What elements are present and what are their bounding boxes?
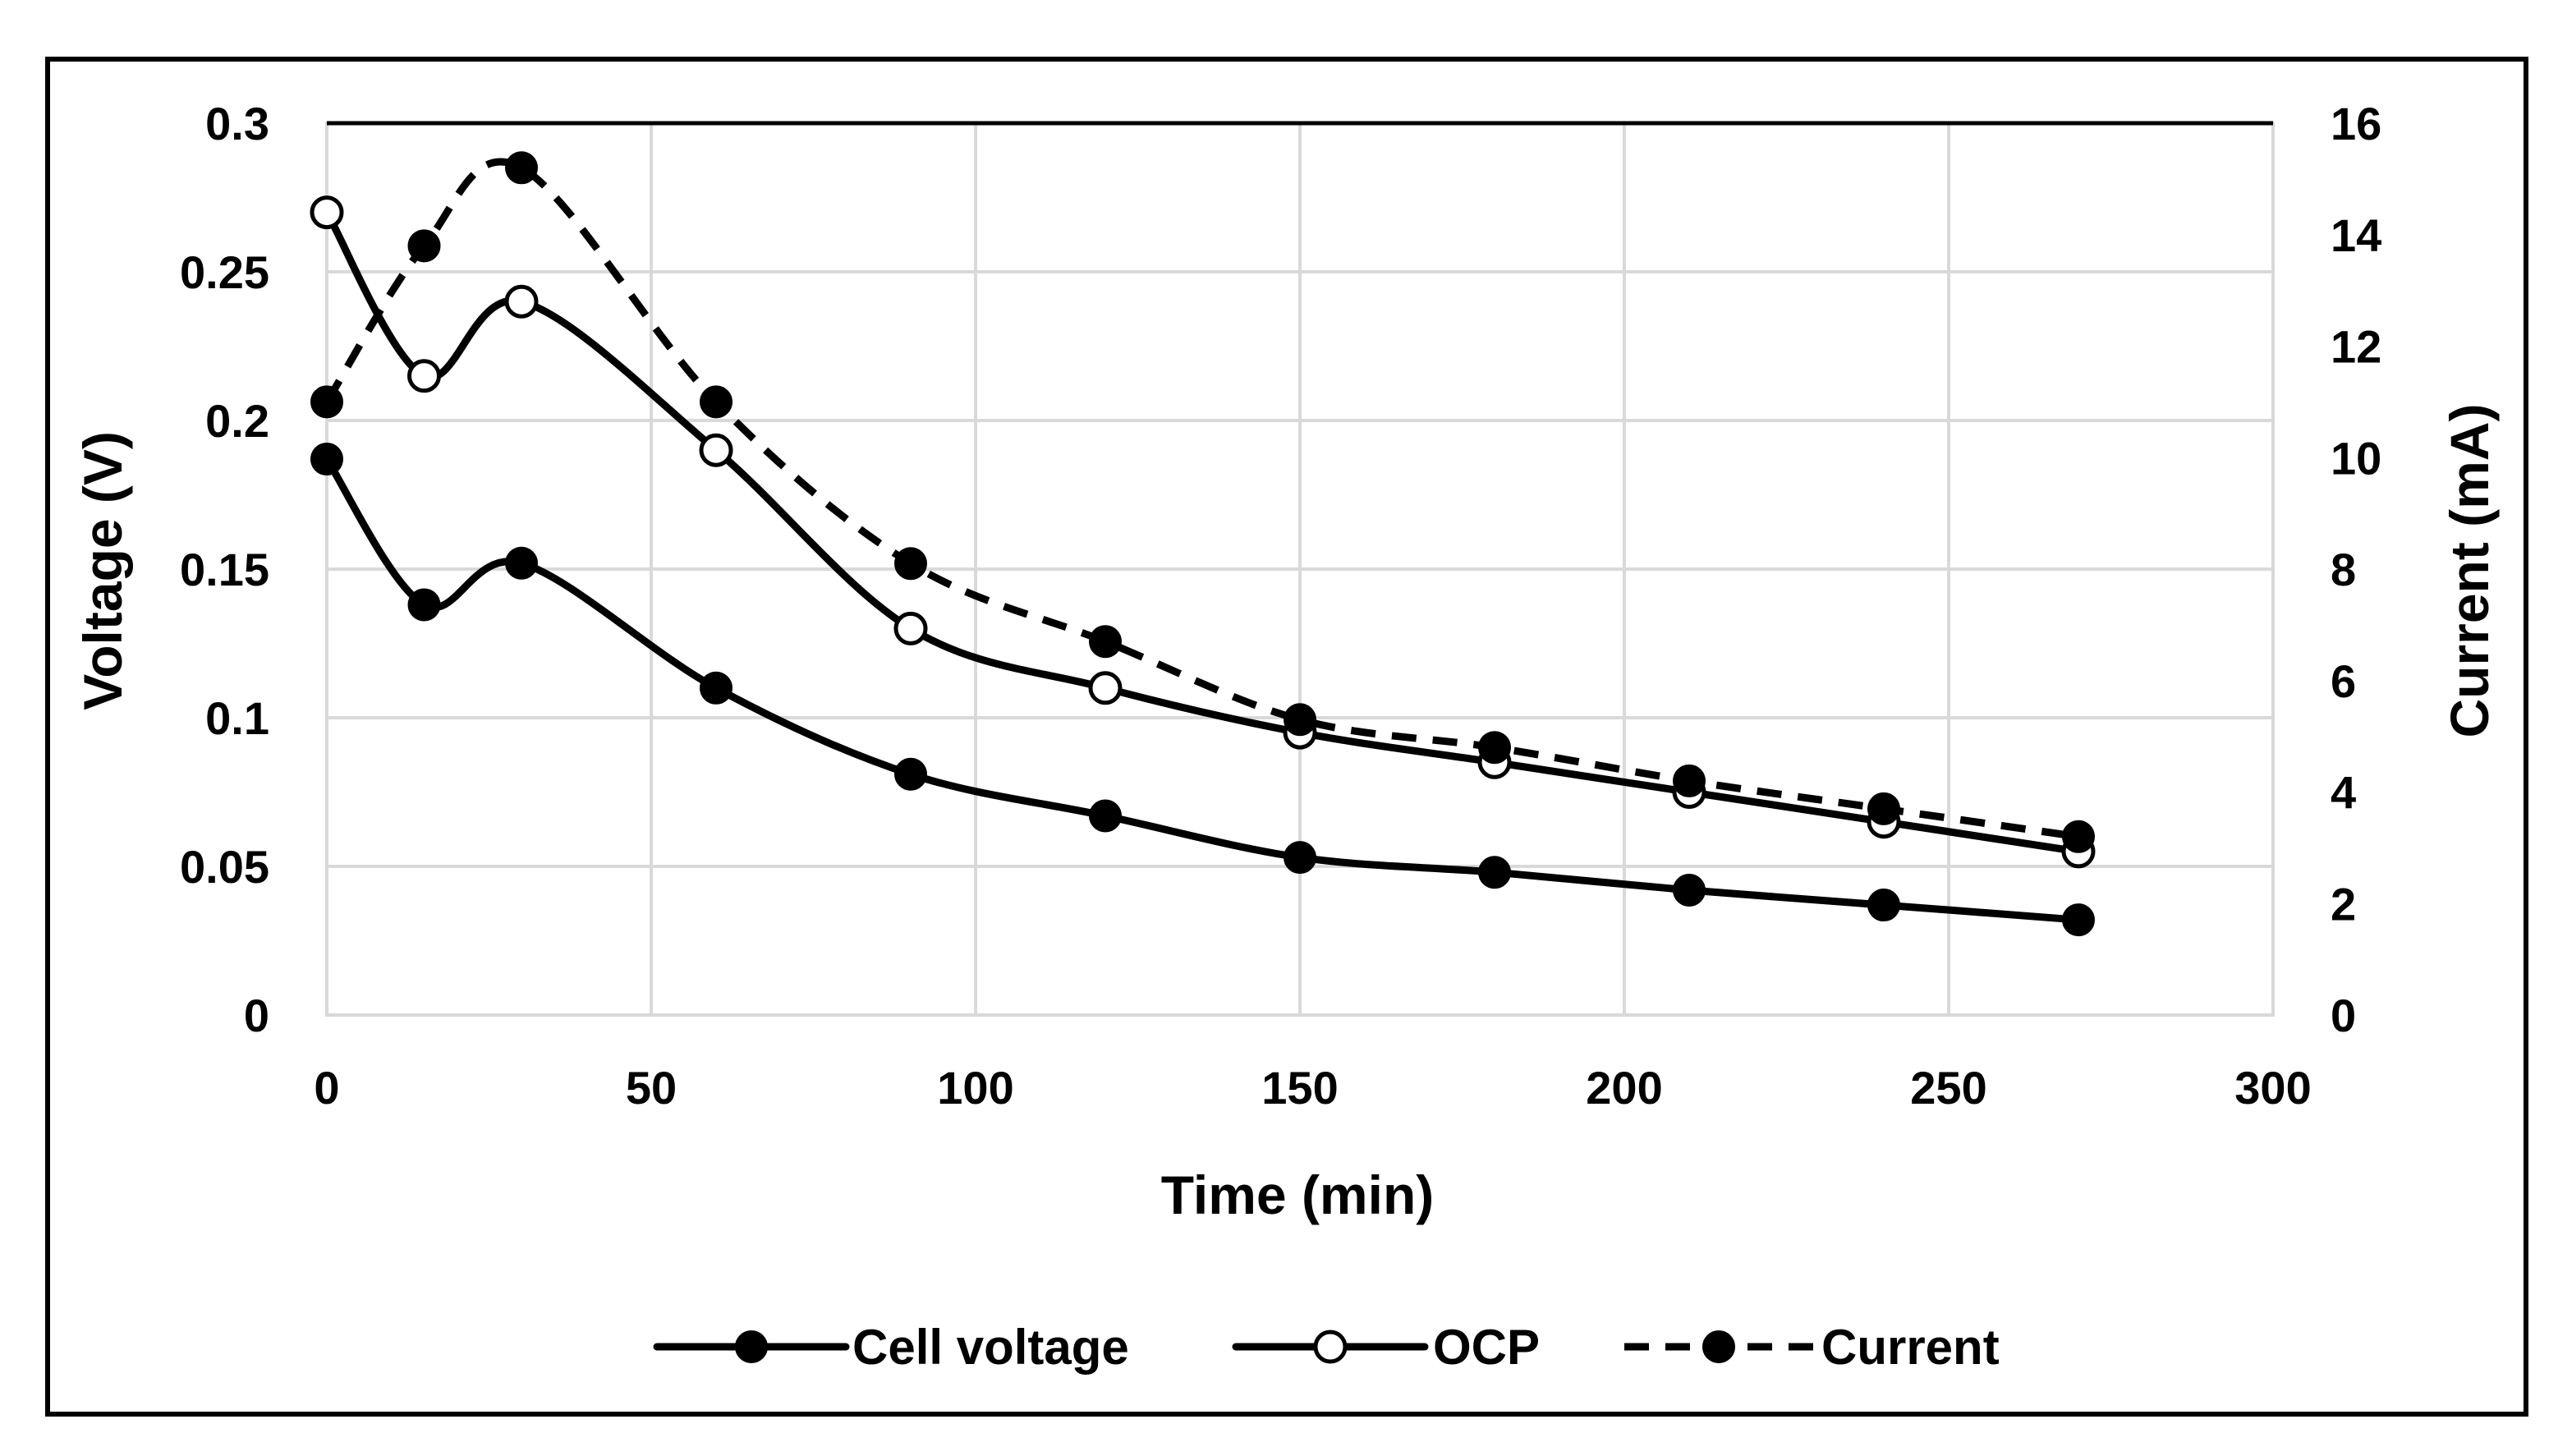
chart-frame bbox=[45, 57, 2528, 1417]
data-point-ocp bbox=[407, 359, 441, 393]
legend-item-cell-voltage: Cell voltage bbox=[653, 1320, 1129, 1375]
legend-item-ocp: OCP bbox=[1232, 1320, 1540, 1375]
series-line-current bbox=[324, 158, 2079, 841]
data-point-cell-voltage bbox=[1867, 889, 1900, 922]
y2-axis-title: Current (mA) bbox=[2439, 404, 2500, 738]
y-tick-label: 0.25 bbox=[180, 246, 269, 298]
x-tick-label: 250 bbox=[1910, 1062, 1986, 1114]
axes: 0 50 100 150 200 250 30000.050.10.150.20.250.3… bbox=[180, 98, 2381, 1114]
data-point-current bbox=[407, 229, 441, 263]
data-point-current bbox=[1867, 792, 1900, 825]
data-point-cell-voltage bbox=[1089, 799, 1122, 833]
data-point-current bbox=[1089, 625, 1122, 659]
y-tick-label: 0.3 bbox=[205, 98, 269, 149]
y2-tick-label: 12 bbox=[2331, 321, 2381, 373]
data-point-cell-voltage bbox=[1478, 856, 1511, 889]
data-point-ocp bbox=[893, 611, 928, 645]
data-point-cell-voltage bbox=[1284, 841, 1316, 875]
data-point-current bbox=[700, 385, 732, 419]
y2-tick-label: 4 bbox=[2331, 767, 2356, 819]
x-tick-label: 300 bbox=[2234, 1062, 2311, 1114]
data-point-current bbox=[894, 547, 927, 581]
y2-tick-label: 16 bbox=[2331, 98, 2381, 149]
y2-tick-label: 8 bbox=[2331, 544, 2356, 595]
y2-tick-label: 0 bbox=[2331, 990, 2356, 1041]
y-tick-label: 0 bbox=[244, 990, 269, 1041]
legend: Cell voltage OCP Current bbox=[653, 1320, 2000, 1375]
legend-label: Current bbox=[1821, 1320, 2000, 1375]
data-point-cell-voltage bbox=[1673, 873, 1706, 907]
x-tick-label: 0 bbox=[314, 1062, 339, 1114]
x-tick-label: 50 bbox=[626, 1062, 677, 1114]
series-line-cell-voltage bbox=[323, 455, 2083, 924]
legend-marker bbox=[1313, 1330, 1348, 1364]
legend-item-current: Current bbox=[1624, 1320, 2000, 1375]
y-tick-label: 0.2 bbox=[205, 395, 269, 447]
data-point-current bbox=[310, 385, 343, 419]
x-axis-title: Time (min) bbox=[1161, 1164, 1434, 1225]
y2-tick-label: 14 bbox=[2331, 209, 2381, 261]
y-axis-title: Voltage (V) bbox=[72, 431, 133, 710]
data-point-current bbox=[505, 151, 538, 185]
x-tick-label: 200 bbox=[1586, 1062, 1662, 1114]
y-tick-label: 0.1 bbox=[205, 692, 269, 744]
y-tick-label: 0.15 bbox=[180, 544, 269, 595]
x-tick-label: 100 bbox=[937, 1062, 1013, 1114]
legend-label: OCP bbox=[1433, 1320, 1540, 1375]
data-point-current bbox=[2062, 820, 2095, 853]
y-tick-label: 0.05 bbox=[180, 841, 269, 893]
data-point-cell-voltage bbox=[894, 757, 927, 791]
markers-layer bbox=[310, 151, 2096, 937]
data-point-cell-voltage bbox=[310, 443, 343, 476]
data-point-cell-voltage bbox=[407, 588, 441, 622]
legend-marker bbox=[735, 1330, 768, 1363]
y2-tick-label: 2 bbox=[2331, 878, 2356, 930]
data-point-current bbox=[1478, 731, 1511, 765]
legend-marker bbox=[1702, 1330, 1735, 1363]
data-point-ocp bbox=[504, 284, 539, 319]
data-point-ocp bbox=[1088, 671, 1123, 705]
legend-label: Cell voltage bbox=[852, 1320, 1129, 1375]
data-point-cell-voltage bbox=[505, 546, 538, 580]
data-point-cell-voltage bbox=[2062, 903, 2095, 937]
x-tick-label: 150 bbox=[1261, 1062, 1338, 1114]
data-point-cell-voltage bbox=[700, 671, 732, 705]
y2-tick-label: 6 bbox=[2331, 655, 2356, 707]
series-line-ocp bbox=[323, 209, 2083, 856]
series-layer bbox=[323, 158, 2083, 924]
data-point-current bbox=[1673, 764, 1706, 797]
y2-tick-label: 10 bbox=[2331, 432, 2381, 484]
data-point-ocp bbox=[699, 433, 733, 467]
data-point-ocp bbox=[310, 195, 344, 230]
data-point-current bbox=[1284, 703, 1316, 737]
grid bbox=[325, 122, 2275, 1017]
